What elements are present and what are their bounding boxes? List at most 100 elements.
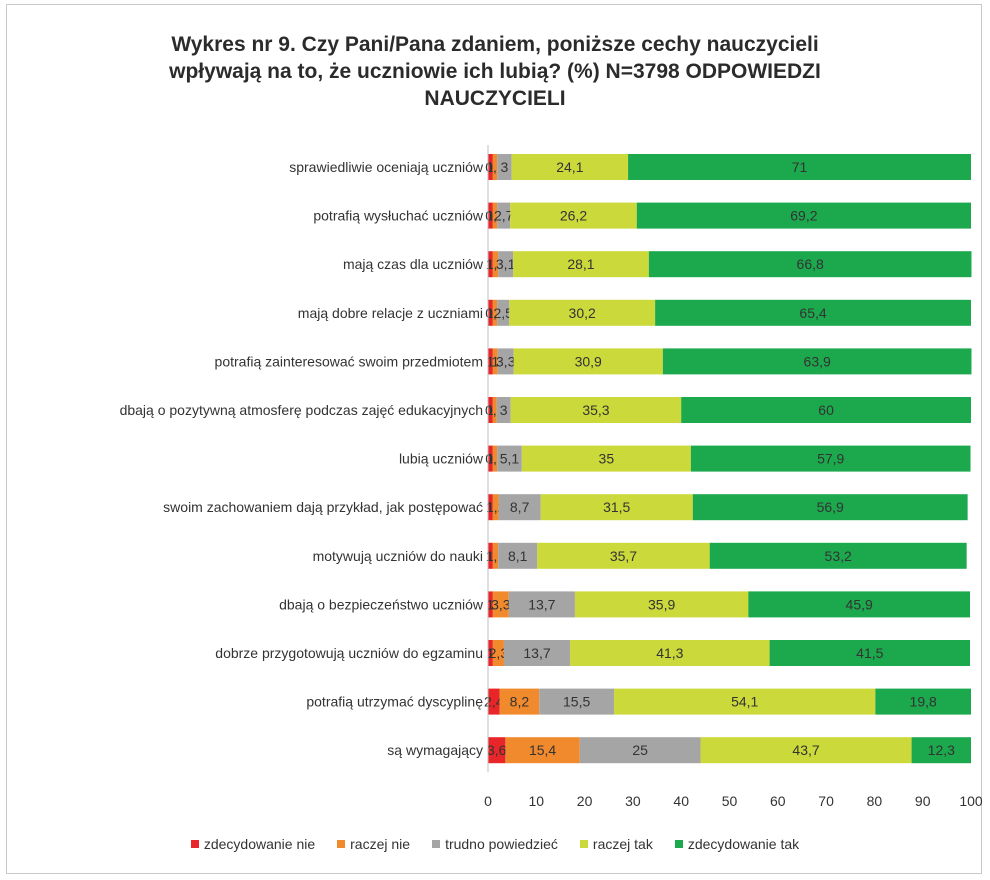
bar-segment	[488, 299, 493, 326]
data-label: 12,3	[928, 742, 955, 758]
x-tick-label: 80	[867, 793, 883, 809]
bar-segment	[488, 737, 506, 764]
category-label: potrafią utrzymać dyscyplinę	[306, 694, 483, 710]
x-tick-label: 40	[673, 793, 689, 809]
category-label: sprawiedliwie oceniają uczniów	[289, 159, 484, 175]
data-label: 54,1	[731, 694, 758, 710]
legend-label: zdecydowanie nie	[203, 836, 316, 852]
bar-segment	[492, 299, 498, 326]
bar-segment	[488, 202, 493, 229]
bar-segment	[497, 202, 511, 229]
bar-segment	[488, 154, 493, 180]
data-label: 1	[487, 596, 495, 612]
data-label: 69,2	[790, 208, 817, 224]
legend-swatch	[190, 840, 199, 848]
category-label: dbają o pozytywną atmosferę podczas zaję…	[120, 402, 483, 418]
data-label: 2,3	[489, 645, 509, 661]
data-label: 24,1	[556, 159, 583, 175]
bar-segment	[492, 202, 498, 229]
data-label: 30,2	[569, 305, 596, 321]
data-label: 1	[487, 548, 495, 564]
category-label: dobrze przygotowują uczniów do egzaminu	[215, 645, 483, 661]
bar-segment	[875, 688, 971, 715]
bar-segment	[498, 494, 541, 521]
data-label: 1	[487, 208, 495, 224]
data-label: 26,2	[560, 208, 587, 224]
bar-segment	[521, 445, 691, 472]
chart-title-line-3: NAUCZYCIELI	[424, 87, 566, 110]
legend-swatch	[432, 840, 441, 848]
data-label: 1	[487, 499, 495, 515]
bar-segment	[510, 397, 682, 423]
chart-legend: zdecydowanie nie raczej nie trudno powiedz…	[0, 836, 990, 852]
data-label: 3,3	[491, 596, 511, 612]
bar-segment	[488, 348, 493, 375]
x-tick-label: 70	[818, 793, 834, 809]
bar-segment	[692, 494, 968, 521]
data-label: 35	[599, 451, 615, 467]
bar-segment	[492, 348, 498, 375]
bar-segment	[505, 737, 580, 764]
data-label: 35,3	[582, 402, 609, 418]
bar-segment	[511, 154, 629, 180]
bar-segment	[498, 542, 538, 569]
legend-swatch	[337, 840, 346, 848]
bar-segment	[681, 397, 971, 423]
bar-segment	[492, 397, 497, 423]
legend-item: trudno powiedzieć	[432, 836, 558, 852]
x-tick-label: 100	[959, 793, 983, 809]
data-label: 53,2	[825, 548, 852, 564]
bar-segment	[488, 397, 493, 423]
legend-item: zdecydowanie tak	[674, 836, 799, 852]
data-label: 1	[487, 159, 495, 175]
bar-segment	[509, 299, 656, 326]
bar-segment	[496, 397, 511, 423]
data-label: 1	[487, 305, 495, 321]
data-label: 45,9	[846, 596, 873, 612]
bar-segment	[499, 688, 540, 715]
bar-segment	[492, 251, 499, 278]
data-label: 3	[501, 159, 509, 175]
bar-segment	[488, 688, 500, 715]
category-label: motywują uczniów do nauki	[313, 548, 483, 564]
x-tick-label: 0	[484, 793, 492, 809]
bar-segment	[488, 542, 493, 569]
bar-segment	[648, 251, 972, 278]
data-label: 2,7	[494, 208, 514, 224]
chart-title-line-1: Wykres nr 9. Czy Pani/Pana zdaniem, poni…	[171, 33, 819, 56]
x-tick-label: 30	[625, 793, 641, 809]
data-label: 8,1	[508, 548, 528, 564]
bar-segment	[497, 445, 522, 472]
bar-segment	[498, 251, 514, 278]
x-tick-label: 60	[770, 793, 786, 809]
data-label: 60	[818, 402, 834, 418]
bar-segment	[513, 251, 649, 278]
data-label: 57,9	[817, 451, 844, 467]
data-label: 25	[632, 742, 648, 758]
category-label: lubią uczniów	[399, 451, 484, 467]
bar-segment	[488, 591, 493, 618]
data-label: 35,9	[648, 596, 675, 612]
data-label: 15,5	[563, 694, 590, 710]
data-label: 3,1	[496, 256, 516, 272]
bar-segment	[492, 640, 504, 666]
bar-segment	[488, 640, 493, 666]
bar-segment	[497, 299, 510, 326]
data-label: 35,7	[610, 548, 637, 564]
bar-segment	[492, 445, 498, 472]
bar-segment	[911, 737, 971, 764]
bar-segment	[488, 445, 493, 472]
data-label: 43,7	[792, 742, 819, 758]
category-label: dbają o bezpieczeństwo uczniów	[279, 596, 484, 612]
category-label: potrafią wysłuchać uczniów	[313, 208, 484, 224]
chart-frame	[6, 4, 982, 874]
data-label: 19,8	[910, 694, 937, 710]
bar-segment	[508, 591, 575, 618]
bar-segment	[540, 494, 693, 521]
category-label: mają dobre relacje z uczniami	[298, 305, 483, 321]
bar-segment	[503, 640, 571, 666]
bar-segment	[748, 591, 971, 618]
bar-segment	[488, 494, 493, 521]
category-label: swoim zachowaniem dają przykład, jak pos…	[163, 499, 483, 515]
